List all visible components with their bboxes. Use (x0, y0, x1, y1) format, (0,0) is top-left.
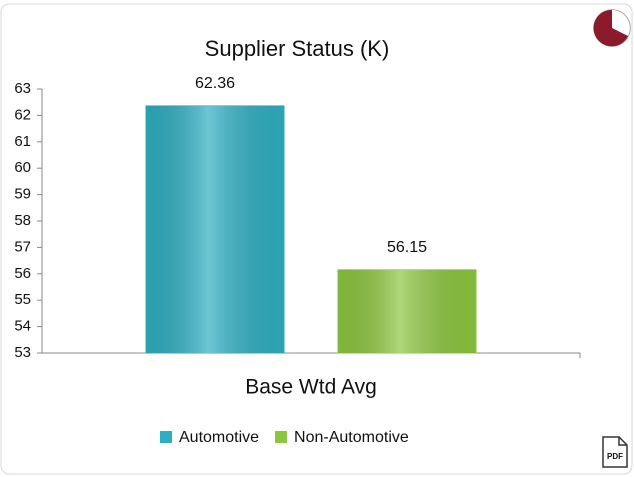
pdf-icon[interactable]: PDF (602, 436, 628, 468)
legend-swatch (275, 431, 288, 443)
y-tick-label: 55 (14, 291, 31, 308)
y-tick-label: 62 (14, 106, 31, 123)
x-tick-label: Base Wtd Avg (245, 376, 377, 399)
y-tick-label: 60 (14, 159, 31, 176)
data-label: 62.36 (195, 75, 235, 92)
chart-type-icon[interactable] (593, 9, 631, 47)
card (0, 3, 633, 475)
pdf-label[interactable]: PDF (607, 452, 623, 461)
y-tick-label: 59 (14, 186, 31, 203)
legend-label: Non-Automotive (294, 429, 409, 446)
legend-swatch (160, 431, 172, 443)
bar-shine (146, 105, 284, 354)
y-tick-label: 53 (14, 344, 31, 361)
bar-shine (338, 269, 476, 353)
chart-title: Supplier Status (K) (205, 36, 390, 61)
y-tick-label: 56 (14, 265, 31, 282)
y-tick-label: 57 (14, 238, 31, 255)
y-tick-label: 54 (14, 318, 31, 335)
y-tick-label: 58 (14, 212, 31, 229)
y-tick-label: 61 (14, 133, 31, 150)
data-label: 56.15 (387, 239, 427, 256)
legend-label: Automotive (179, 429, 259, 446)
y-tick-label: 63 (14, 80, 31, 97)
